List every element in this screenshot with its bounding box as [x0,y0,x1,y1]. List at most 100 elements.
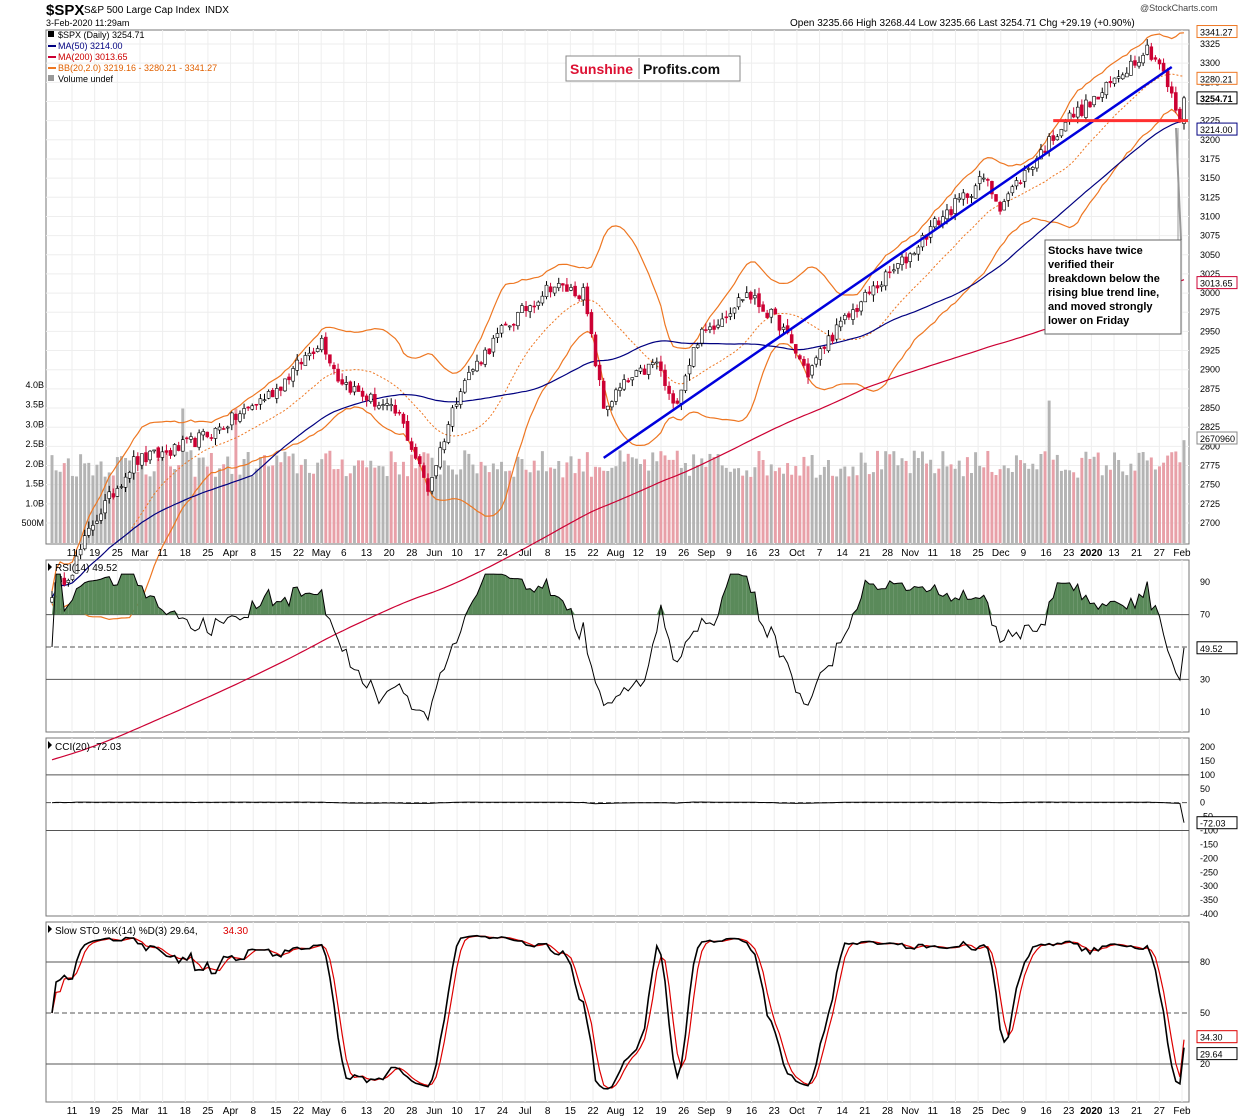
rsi-overbought-fill [509,578,514,615]
candle-body [1022,170,1027,182]
candle-body [91,525,95,531]
rsi-overbought-fill [109,576,114,615]
candle-body [234,413,238,420]
candle-body [291,368,295,382]
tag-rsi: 49.52 [1200,644,1223,654]
volume-bar [128,460,132,543]
volume-bar [75,476,78,543]
x-axis-label: 2020 [1080,548,1103,559]
x-axis-label-bottom: 22 [587,1106,599,1117]
candle-body [287,376,291,381]
x-axis-label: 11 [67,548,78,559]
rsi-overbought-fill [501,574,506,615]
candle-body [144,452,148,463]
rsi-overbought-fill [517,578,522,615]
volume-bar [426,453,430,543]
candle-body [82,535,87,550]
volume-bar [1182,440,1186,543]
volume-bar [904,460,908,543]
volume-bar [1027,468,1031,543]
sto-title-d: 34.30 [223,926,248,937]
candle-body [1133,60,1137,66]
candle-body [442,441,447,451]
candle-body [642,368,647,375]
volume-bar [487,472,491,543]
x-axis-label-bottom: 23 [769,1106,781,1117]
x-axis-label: 14 [837,548,849,559]
rsi-overbought-fill [76,586,81,615]
candlesticks [50,39,1186,604]
candle-body [994,194,998,202]
volume-bar [218,468,222,543]
volume-bar [406,476,410,543]
candle-body [1161,62,1166,72]
legend-bb: BB(20,2.0) 3219.16 - 3280.21 - 3341.27 [58,63,217,73]
candle-body [871,285,876,296]
x-axis-label: 28 [406,548,418,559]
volume-bar [994,475,998,543]
cci-tick-label: 150 [1200,756,1215,766]
volume-bar [557,461,561,543]
x-axis-label-bottom: 6 [341,1106,347,1117]
candle-body [847,313,851,318]
price-tick-label: 3225 [1200,116,1220,126]
volume-bar [79,454,83,543]
volume-bar [422,452,426,543]
legend-volume: Volume undef [58,74,114,84]
volume-bar [675,450,679,543]
volume-tick-label: 1.5B [25,479,44,489]
rsi-overbought-fill [284,597,290,615]
price-tick-label: 2925 [1200,346,1220,356]
candle-body [119,486,124,488]
volume-bar [1141,452,1145,543]
volume-bar [549,467,553,543]
volume-bar [1019,460,1023,543]
candle-body [213,428,218,439]
rsi-overbought-fill [963,590,968,615]
drawn-lines [602,65,1189,459]
candle-body [495,333,500,338]
candle-body [413,446,418,459]
candle-body [393,404,398,414]
candle-body [683,375,688,391]
volume-bar [606,471,610,543]
volume-bar [651,452,655,543]
tag-sto-d: 34.30 [1200,1033,1223,1043]
volume-bar [814,477,818,543]
candle-body [254,403,259,406]
candle-body [160,451,165,458]
volume-bar [769,464,773,543]
x-axis-label-bottom: 12 [633,1106,645,1117]
candle-body [548,286,553,293]
volume-bar [1170,452,1174,543]
x-axis-label: Oct [789,548,805,559]
logo-profits: Profits.com [643,61,720,77]
candle-body [1141,55,1145,64]
x-axis-label-bottom: Sep [697,1106,715,1117]
x-axis-label: 9 [726,548,732,559]
candle-body [634,370,639,377]
volume-bar [475,473,479,543]
candle-body [250,405,255,410]
candle-body [851,309,855,320]
tag-sto-k-box [1196,1047,1238,1061]
volume-bar [990,471,994,543]
candle-body [295,359,299,371]
candle-body [409,441,414,450]
volume-bar [594,466,597,543]
x-axis-label: Feb [1173,548,1191,559]
volume-bar [107,472,111,543]
x-axis-label: 13 [361,548,373,559]
volume-bar [1010,471,1014,543]
volume-bar [945,466,949,543]
x-axis-label: 25 [202,548,214,559]
volume-bar [287,456,291,543]
x-axis-label-bottom: 7 [817,1106,823,1117]
volume-bar [569,456,573,543]
bollinger-lower [51,108,1185,621]
candle-body [197,432,201,448]
candle-body [103,500,107,514]
volume-bar [876,450,879,543]
volume-bar [1166,455,1170,543]
